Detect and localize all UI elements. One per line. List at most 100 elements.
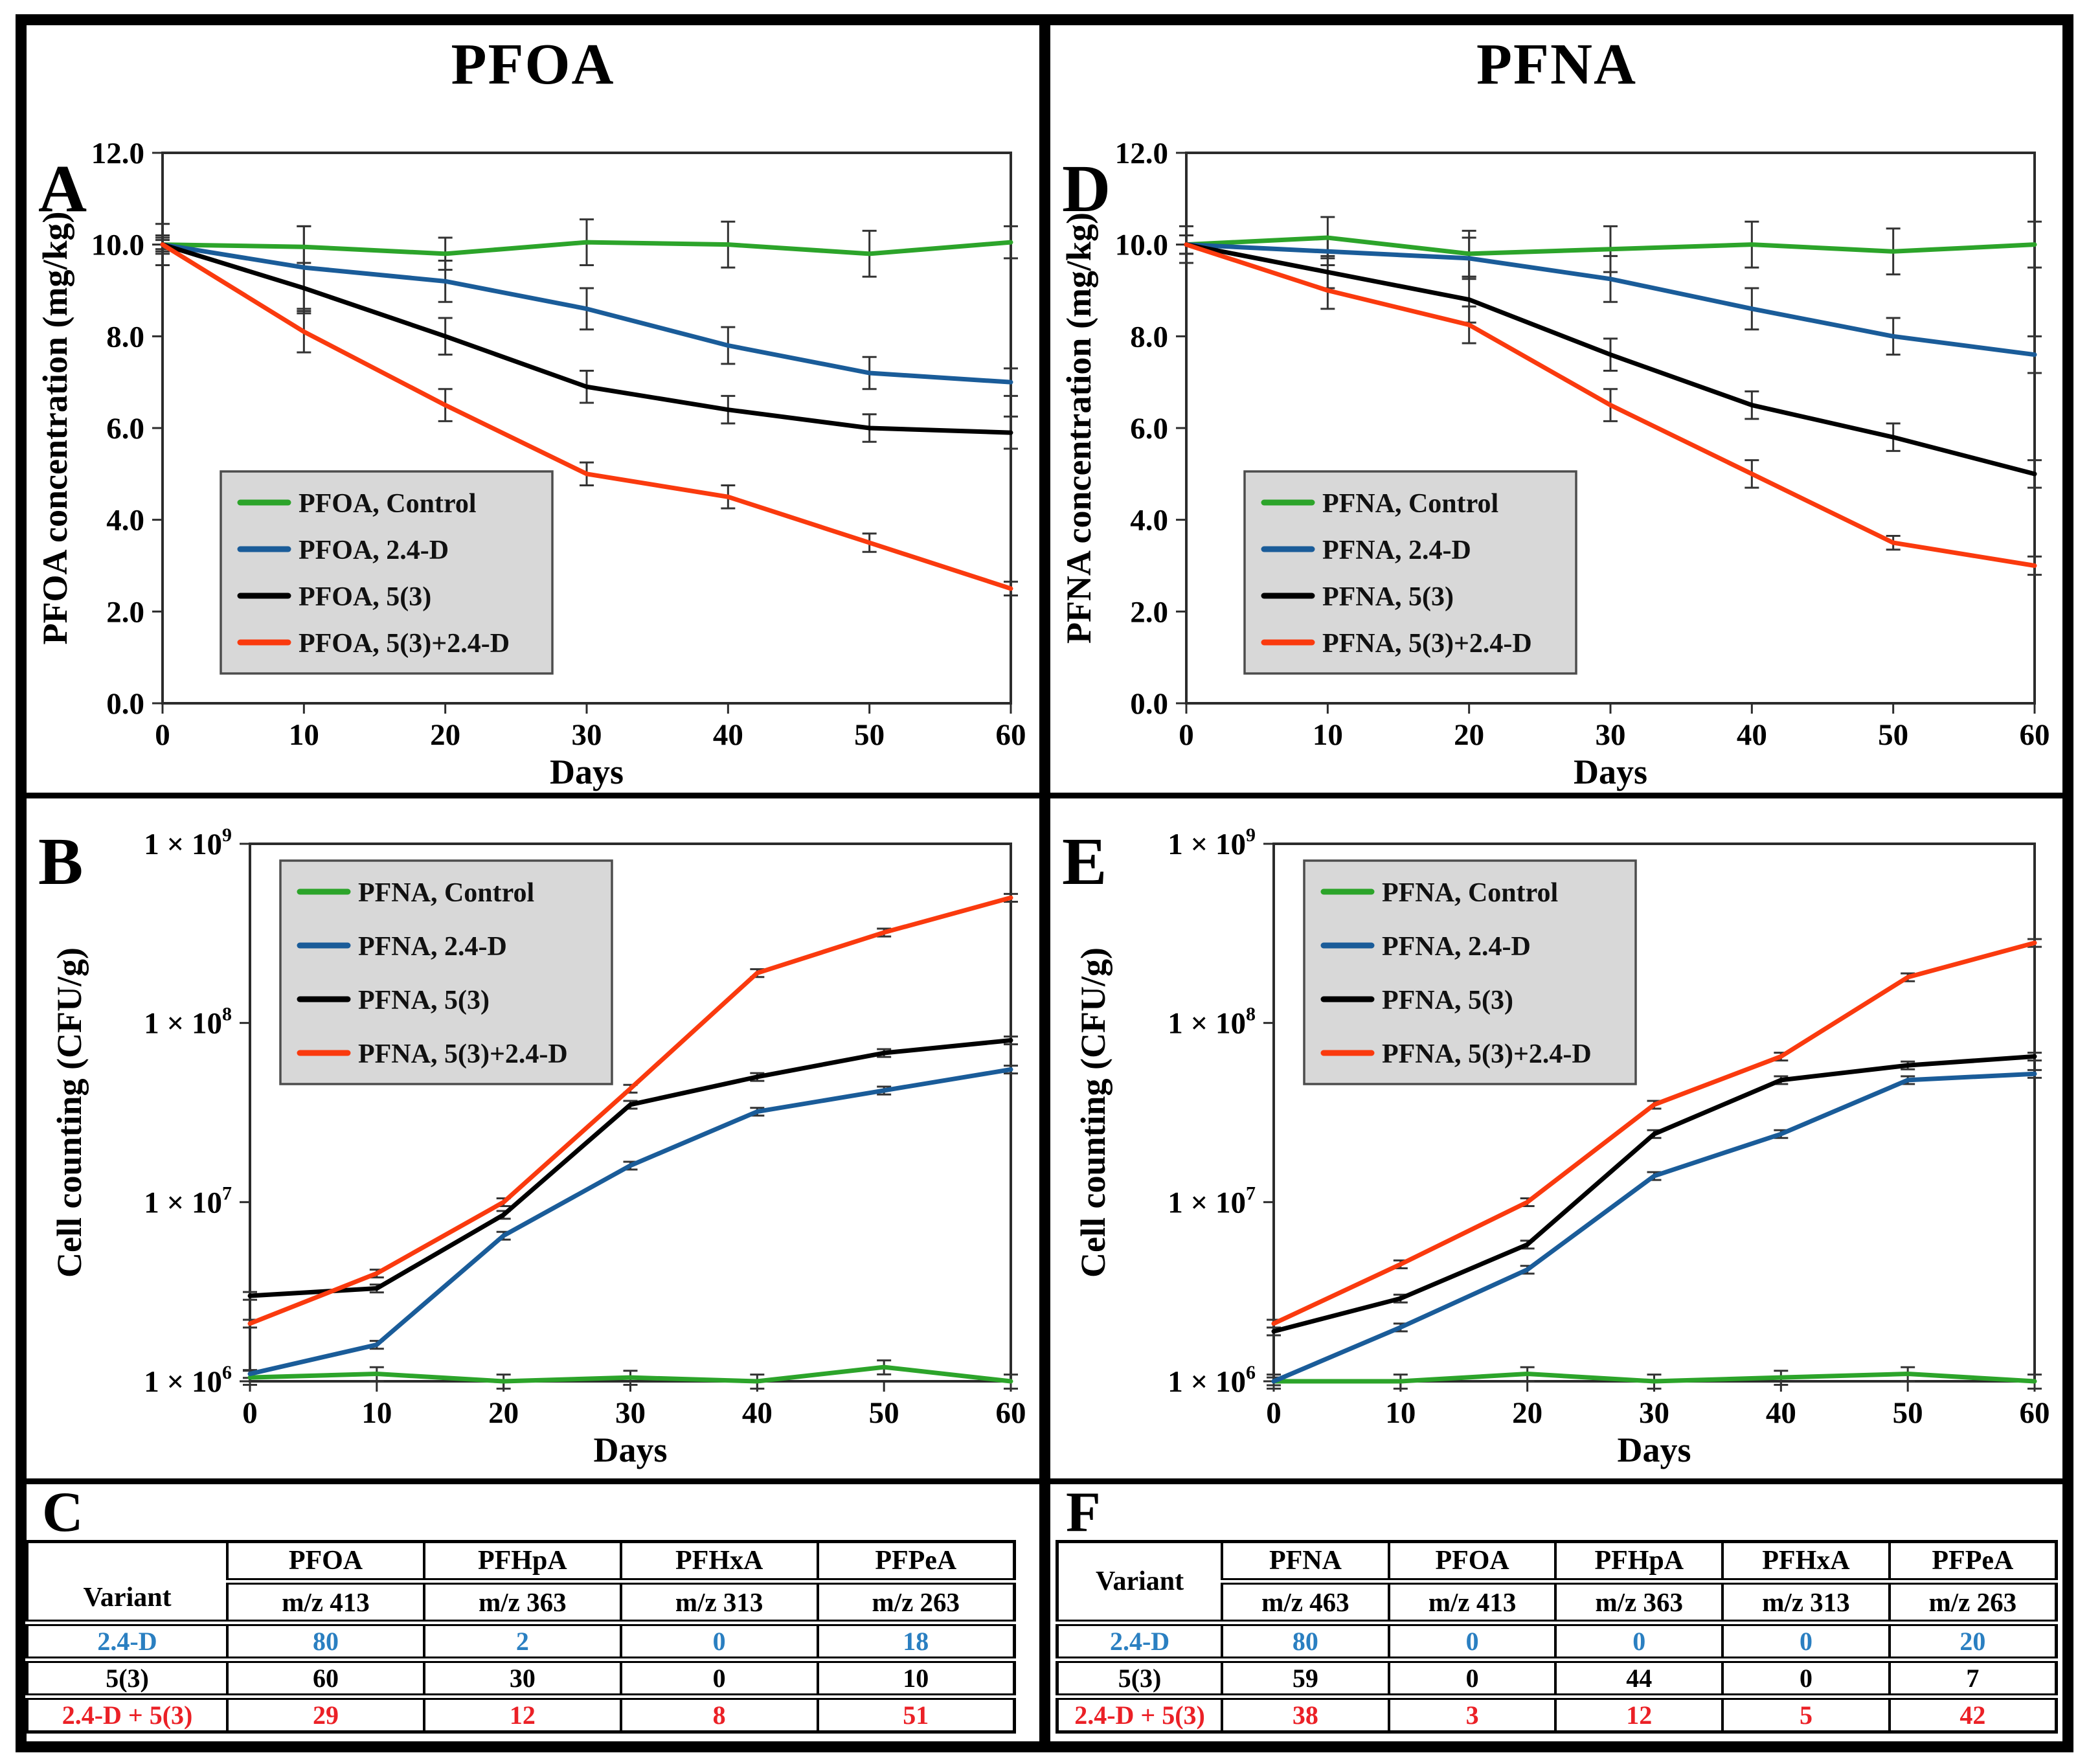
panel-letter-c: C: [42, 1481, 84, 1544]
y-tick-label: 4.0: [1130, 504, 1168, 537]
mz-header-cell: m/z 263: [816, 1578, 1016, 1623]
panel-letter-f: F: [1066, 1481, 1101, 1544]
y-tick-label: 1 × 109: [144, 824, 232, 861]
pfna-mz-table: Variant PFNA PFOA PFHpA PFHxA PFPeA m/z 463 m/z…: [1056, 1540, 2058, 1734]
value-cell: 51: [816, 1693, 1016, 1732]
value-cell: 59: [1221, 1657, 1390, 1697]
mz-header-cell: m/z 363: [1554, 1578, 1724, 1623]
x-tick-label: 10: [1385, 1396, 1416, 1430]
mz-header-cell: m/z 413: [1387, 1578, 1557, 1623]
x-axis-title: Days: [1574, 752, 1647, 791]
y-tick-label: 0.0: [106, 687, 144, 721]
compound-header-cell: PFNA: [1221, 1541, 1390, 1581]
y-tick-label: 6.0: [1130, 412, 1168, 446]
x-tick-label: 20: [430, 718, 460, 752]
value-cell: 0: [619, 1620, 819, 1660]
y-axis-title: PFOA concentration (mg/kg): [36, 212, 74, 645]
compound-header-cell: PFPeA: [1888, 1541, 2058, 1581]
variant-header-cell: Variant: [1056, 1541, 1224, 1623]
value-cell: 0: [619, 1657, 819, 1697]
x-axis-title: Days: [550, 752, 624, 791]
y-tick-label: 10.0: [1115, 229, 1168, 262]
variant-label-cell: 5(3): [25, 1657, 229, 1697]
y-tick-label: 10.0: [91, 229, 144, 262]
table-row-2-4-d: 2.4-D 80 2 0 18: [25, 1620, 1016, 1660]
legend-label: PFOA, 5(3): [299, 582, 431, 612]
series-line-pfna-2-4-d: [1271, 1071, 2037, 1384]
pfoa-mz-table: Variant PFOA PFHpA PFHxA PFPeA m/z 413 m/z 363…: [25, 1540, 1016, 1734]
x-tick-label: 40: [1737, 718, 1767, 752]
y-axis-title: PFNA concentration (mg/kg): [1059, 212, 1098, 644]
series-line-pfna-5-3-2-4-d: [1271, 940, 2037, 1326]
value-cell: 8: [619, 1693, 819, 1732]
table-subheader-row: m/z 413 m/z 363 m/z 313 m/z 263: [27, 1578, 1016, 1623]
y-tick-label: 1 × 108: [1168, 1004, 1256, 1041]
table-header-row: Variant PFOA PFHpA PFHxA PFPeA: [25, 1541, 1016, 1623]
value-cell: 80: [226, 1620, 425, 1660]
series-line-pfoa-2-4-d: [160, 242, 1013, 385]
variant-label-cell: 2.4-D: [25, 1620, 229, 1660]
x-tick-label: 30: [572, 718, 602, 752]
series-line-pfoa-5-3-: [160, 242, 1013, 435]
value-cell: 42: [1888, 1693, 2058, 1732]
compound-header-cell: PFOA: [226, 1541, 425, 1581]
panel-letter: B: [38, 824, 83, 899]
y-tick-label: 2.0: [1130, 595, 1168, 629]
compound-header-cell: PFOA: [1387, 1541, 1557, 1581]
legend-label: PFNA, Control: [1382, 878, 1558, 908]
row-divider-right-2: [1050, 1478, 2062, 1484]
legend-label: PFNA, Control: [1322, 489, 1498, 519]
compound-header-cell: PFHxA: [1721, 1541, 1891, 1581]
y-tick-label: 8.0: [1130, 320, 1168, 354]
value-cell: 0: [1721, 1657, 1891, 1697]
value-cell: 20: [1888, 1620, 2058, 1660]
series-line-pfoa-5-3-2-4-d: [160, 242, 1013, 591]
x-tick-label: 20: [488, 1396, 519, 1430]
legend-label: PFNA, 5(3): [358, 986, 490, 1015]
y-tick-label: 1 × 106: [1168, 1362, 1256, 1399]
x-tick-label: 40: [1766, 1396, 1796, 1430]
y-tick-label: 4.0: [106, 504, 144, 537]
mz-header-cell: m/z 363: [422, 1578, 622, 1623]
pfna-cell-counting-chart: 1 × 106 1 × 107 1 × 108 1 × 109 0 10 20 30 40 50 6…: [1062, 824, 2050, 1469]
y-tick-label: 12.0: [91, 137, 144, 170]
value-cell: 80: [1221, 1620, 1390, 1660]
y-tick-label: 1 × 107: [1168, 1182, 1256, 1219]
compound-header-cell: PFPeA: [816, 1541, 1016, 1581]
x-tick-label: 60: [996, 718, 1026, 752]
row-divider-left-2: [27, 1478, 1039, 1484]
x-tick-label: 50: [854, 718, 885, 752]
panel-letter: E: [1062, 824, 1107, 899]
x-tick-label: 30: [1596, 718, 1626, 752]
series-line-pfna-control: [1184, 235, 2037, 256]
y-tick-label: 6.0: [106, 412, 144, 446]
value-cell: 12: [422, 1693, 622, 1732]
series-line-pfoa-control: [160, 240, 1013, 256]
legend-label: PFNA, 2.4-D: [358, 932, 507, 962]
y-tick-label: 1 × 109: [1168, 824, 1256, 861]
legend-box: [279, 859, 613, 1085]
value-cell: 3: [1387, 1693, 1557, 1732]
series-line-pfna-5-3-: [247, 1037, 1013, 1298]
mz-header-cell: m/z 313: [619, 1578, 819, 1623]
x-tick-label: 10: [289, 718, 319, 752]
mz-header-cell: m/z 313: [1721, 1578, 1891, 1623]
series-line-pfna-2-4-d: [247, 1067, 1013, 1377]
compound-header-cell: PFHpA: [1554, 1541, 1724, 1581]
pfoa-concentration-chart: 0.0 2.0 4.0 6.0 8.0 10.0 12.0 0 10 20 30 40 50 60 Days…: [36, 137, 1026, 791]
x-tick-label: 0: [1266, 1396, 1282, 1430]
mz-header-cell: m/z 263: [1888, 1578, 2058, 1623]
legend-box: [1303, 859, 1637, 1085]
value-cell: 30: [422, 1657, 622, 1697]
table-row-5-3-: 5(3) 60 30 0 10: [25, 1657, 1016, 1697]
x-tick-label: 50: [1893, 1396, 1923, 1430]
x-tick-label: 40: [713, 718, 743, 752]
value-cell: 5: [1721, 1693, 1891, 1732]
mz-header-cell: m/z 413: [226, 1578, 425, 1623]
value-cell: 0: [1387, 1620, 1557, 1660]
series-line-pfna-2-4-d: [1184, 242, 2037, 357]
series-line-pfna-control: [1271, 1372, 2037, 1384]
y-tick-label: 1 × 106: [144, 1362, 232, 1399]
y-tick-label: 8.0: [106, 320, 144, 354]
